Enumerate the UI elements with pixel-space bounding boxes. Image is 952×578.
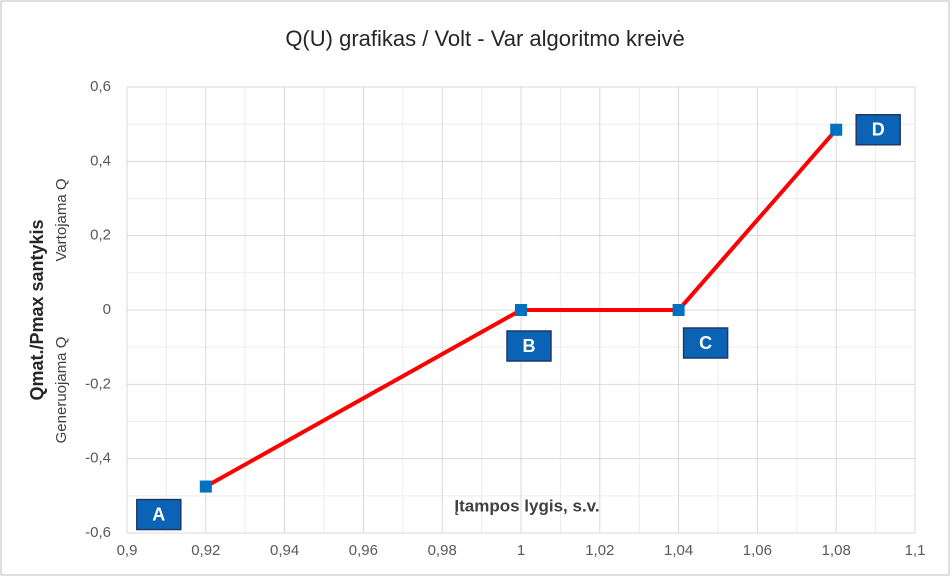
- x-tick-label: 0,9: [117, 542, 138, 559]
- chart-title: Q(U) grafikas / Volt - Var algoritmo kre…: [285, 26, 684, 51]
- x-tick-label: 0,92: [191, 542, 220, 559]
- series-line: [204, 128, 838, 489]
- point-marker: [199, 480, 212, 493]
- x-tick-label: 1,04: [664, 542, 693, 559]
- y-axis-title: Qmat./Pmax santykis: [27, 219, 47, 400]
- x-tick-label: 0,94: [270, 542, 299, 559]
- y-tick-label: -0,4: [85, 450, 111, 467]
- x-axis-title: Įtampos lygis, s.v.: [454, 496, 599, 515]
- x-tick-label: 1,06: [743, 542, 772, 559]
- x-tick-label: 0,98: [428, 542, 457, 559]
- point-label: A: [152, 504, 165, 524]
- point-label: D: [872, 119, 885, 139]
- point-marker: [515, 304, 527, 316]
- x-tick-label: 1,08: [822, 542, 851, 559]
- point-label-box: [506, 330, 552, 362]
- point-label: C: [699, 333, 712, 353]
- y-tick-label: -0,2: [85, 375, 111, 392]
- y-tick-label: 0: [103, 301, 111, 318]
- y-tick-label: 0,6: [90, 78, 111, 95]
- y-tick-label: 0,4: [90, 152, 111, 169]
- point-label-box: [136, 498, 182, 531]
- point-label-box: [682, 327, 729, 359]
- y-axis-positive-label: Vartojama Q: [53, 178, 70, 261]
- point-label-box: [855, 113, 901, 146]
- x-tick-label: 1: [517, 542, 525, 559]
- x-tick-label: 1,1: [905, 542, 926, 559]
- y-tick-label: 0,2: [90, 227, 111, 244]
- x-tick-label: 0,96: [349, 542, 378, 559]
- y-axis-negative-label: Generuojama Q: [53, 337, 70, 444]
- point-label: B: [523, 336, 536, 356]
- x-tick-label: 1,02: [585, 542, 614, 559]
- y-tick-label: -0,6: [85, 524, 111, 541]
- point-marker: [672, 304, 685, 316]
- grid: [126, 86, 916, 534]
- point-marker: [830, 123, 843, 136]
